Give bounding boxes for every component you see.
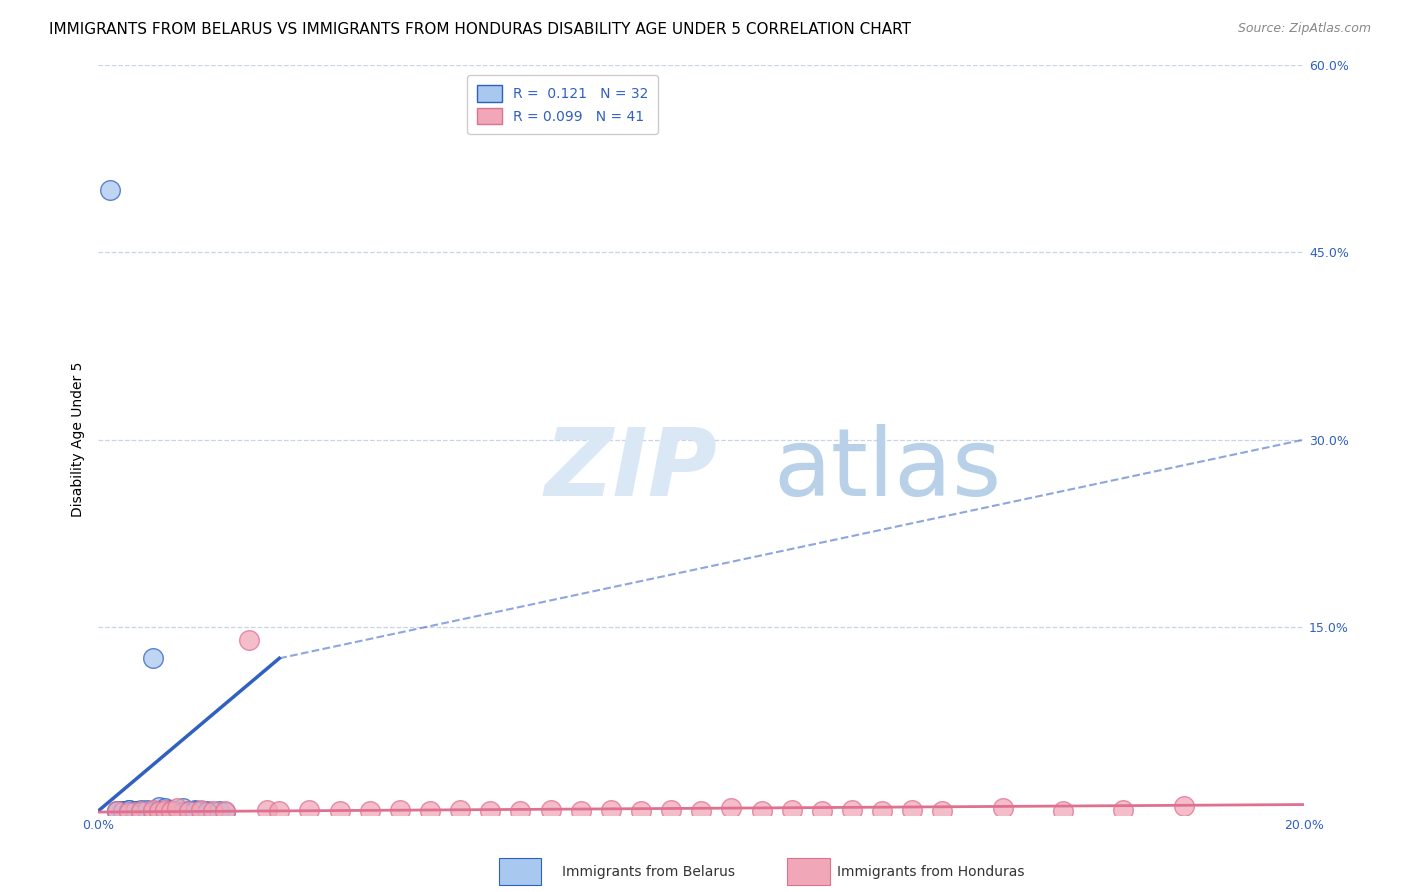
Point bbox=[841, 803, 863, 817]
Point bbox=[105, 804, 128, 818]
Point bbox=[129, 805, 152, 819]
Point bbox=[479, 804, 502, 818]
Point bbox=[214, 804, 236, 818]
Point bbox=[159, 803, 181, 817]
Point bbox=[177, 804, 200, 818]
Point bbox=[124, 804, 146, 818]
Point bbox=[751, 804, 773, 818]
Point bbox=[201, 804, 224, 818]
Text: atlas: atlas bbox=[773, 424, 1002, 516]
Text: Source: ZipAtlas.com: Source: ZipAtlas.com bbox=[1237, 22, 1371, 36]
Point bbox=[172, 801, 194, 815]
Point bbox=[129, 804, 152, 818]
Point bbox=[105, 804, 128, 818]
Point bbox=[153, 801, 176, 815]
Point bbox=[1052, 804, 1074, 818]
Point bbox=[117, 803, 139, 817]
Point bbox=[901, 803, 924, 817]
Point bbox=[135, 804, 157, 818]
Point bbox=[720, 801, 742, 815]
Point bbox=[195, 805, 218, 819]
Point bbox=[166, 804, 188, 818]
Point bbox=[105, 804, 128, 818]
Point bbox=[190, 804, 212, 818]
Point bbox=[991, 801, 1014, 815]
Point bbox=[238, 632, 260, 647]
Point bbox=[111, 804, 134, 818]
Text: Immigrants from Honduras: Immigrants from Honduras bbox=[837, 865, 1024, 880]
Point bbox=[142, 803, 165, 817]
Point bbox=[153, 803, 176, 817]
Point bbox=[509, 804, 531, 818]
Point bbox=[811, 804, 834, 818]
Point bbox=[117, 803, 139, 817]
Point bbox=[190, 803, 212, 817]
Point bbox=[449, 803, 471, 817]
Point bbox=[148, 800, 170, 814]
Point bbox=[214, 805, 236, 819]
Point bbox=[117, 805, 139, 819]
Text: Immigrants from Belarus: Immigrants from Belarus bbox=[562, 865, 735, 880]
Point bbox=[184, 804, 207, 818]
Point bbox=[142, 651, 165, 665]
Point bbox=[419, 804, 441, 818]
Point bbox=[256, 803, 278, 817]
Point bbox=[111, 804, 134, 818]
Point bbox=[166, 801, 188, 815]
Point bbox=[100, 183, 122, 197]
Point bbox=[148, 804, 170, 818]
Point bbox=[659, 803, 682, 817]
Point bbox=[569, 804, 592, 818]
Point bbox=[359, 804, 381, 818]
Point bbox=[298, 803, 321, 817]
Point bbox=[177, 804, 200, 818]
Point bbox=[159, 804, 181, 818]
Point bbox=[630, 804, 652, 818]
Point bbox=[780, 803, 803, 817]
Point bbox=[201, 805, 224, 819]
Point bbox=[129, 803, 152, 817]
Point bbox=[599, 803, 621, 817]
Point bbox=[388, 803, 411, 817]
Point bbox=[142, 805, 165, 819]
Legend: R =  0.121   N = 32, R = 0.099   N = 41: R = 0.121 N = 32, R = 0.099 N = 41 bbox=[467, 75, 658, 134]
Text: ZIP: ZIP bbox=[544, 424, 717, 516]
Point bbox=[172, 805, 194, 819]
Point bbox=[931, 804, 953, 818]
Point bbox=[690, 804, 713, 818]
Point bbox=[184, 803, 207, 817]
Point bbox=[1173, 798, 1195, 813]
Point bbox=[195, 804, 218, 818]
Y-axis label: Disability Age Under 5: Disability Age Under 5 bbox=[72, 362, 86, 517]
Point bbox=[124, 804, 146, 818]
Text: IMMIGRANTS FROM BELARUS VS IMMIGRANTS FROM HONDURAS DISABILITY AGE UNDER 5 CORRE: IMMIGRANTS FROM BELARUS VS IMMIGRANTS FR… bbox=[49, 22, 911, 37]
Point bbox=[1112, 803, 1135, 817]
Point bbox=[540, 803, 562, 817]
Point bbox=[148, 804, 170, 818]
Point bbox=[329, 804, 352, 818]
Point bbox=[870, 804, 893, 818]
Point bbox=[159, 804, 181, 818]
Point bbox=[208, 804, 231, 818]
Point bbox=[269, 804, 291, 818]
Point bbox=[135, 803, 157, 817]
